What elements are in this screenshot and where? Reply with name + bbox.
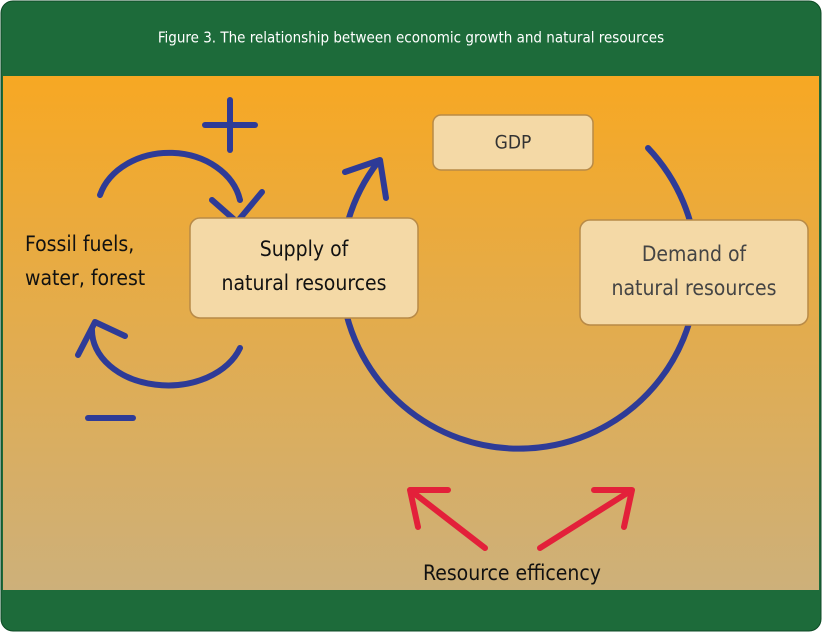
gdp-label: GDP bbox=[495, 132, 532, 154]
demand-box bbox=[579, 219, 809, 326]
text-line: Demand of bbox=[642, 242, 748, 266]
text-line: natural resources bbox=[222, 271, 387, 295]
title: Figure 3. The relationship between econo… bbox=[158, 29, 664, 47]
loop-bottom bbox=[88, 327, 243, 389]
demand-label: Demand of natural resources bbox=[612, 242, 777, 300]
red-arrows bbox=[407, 487, 635, 551]
supply-box bbox=[189, 217, 419, 319]
efficiency-label: Resource efficency bbox=[423, 561, 601, 585]
arrowhead bbox=[342, 157, 389, 201]
loop-top bbox=[97, 149, 243, 203]
red-arrow-left bbox=[407, 487, 488, 551]
text-line: natural resources bbox=[612, 276, 777, 300]
red-arrow-right bbox=[537, 487, 635, 551]
text-line: water, forest bbox=[25, 266, 145, 290]
boxes bbox=[189, 114, 809, 326]
fossil-label: Fossil fuels, water, forest bbox=[25, 232, 145, 290]
gdp-box bbox=[432, 114, 594, 171]
text-line: Fossil fuels, bbox=[25, 232, 134, 256]
arrowhead bbox=[75, 319, 128, 358]
text-line: Supply of bbox=[260, 237, 350, 261]
supply-label: Supply of natural resources bbox=[222, 237, 387, 295]
